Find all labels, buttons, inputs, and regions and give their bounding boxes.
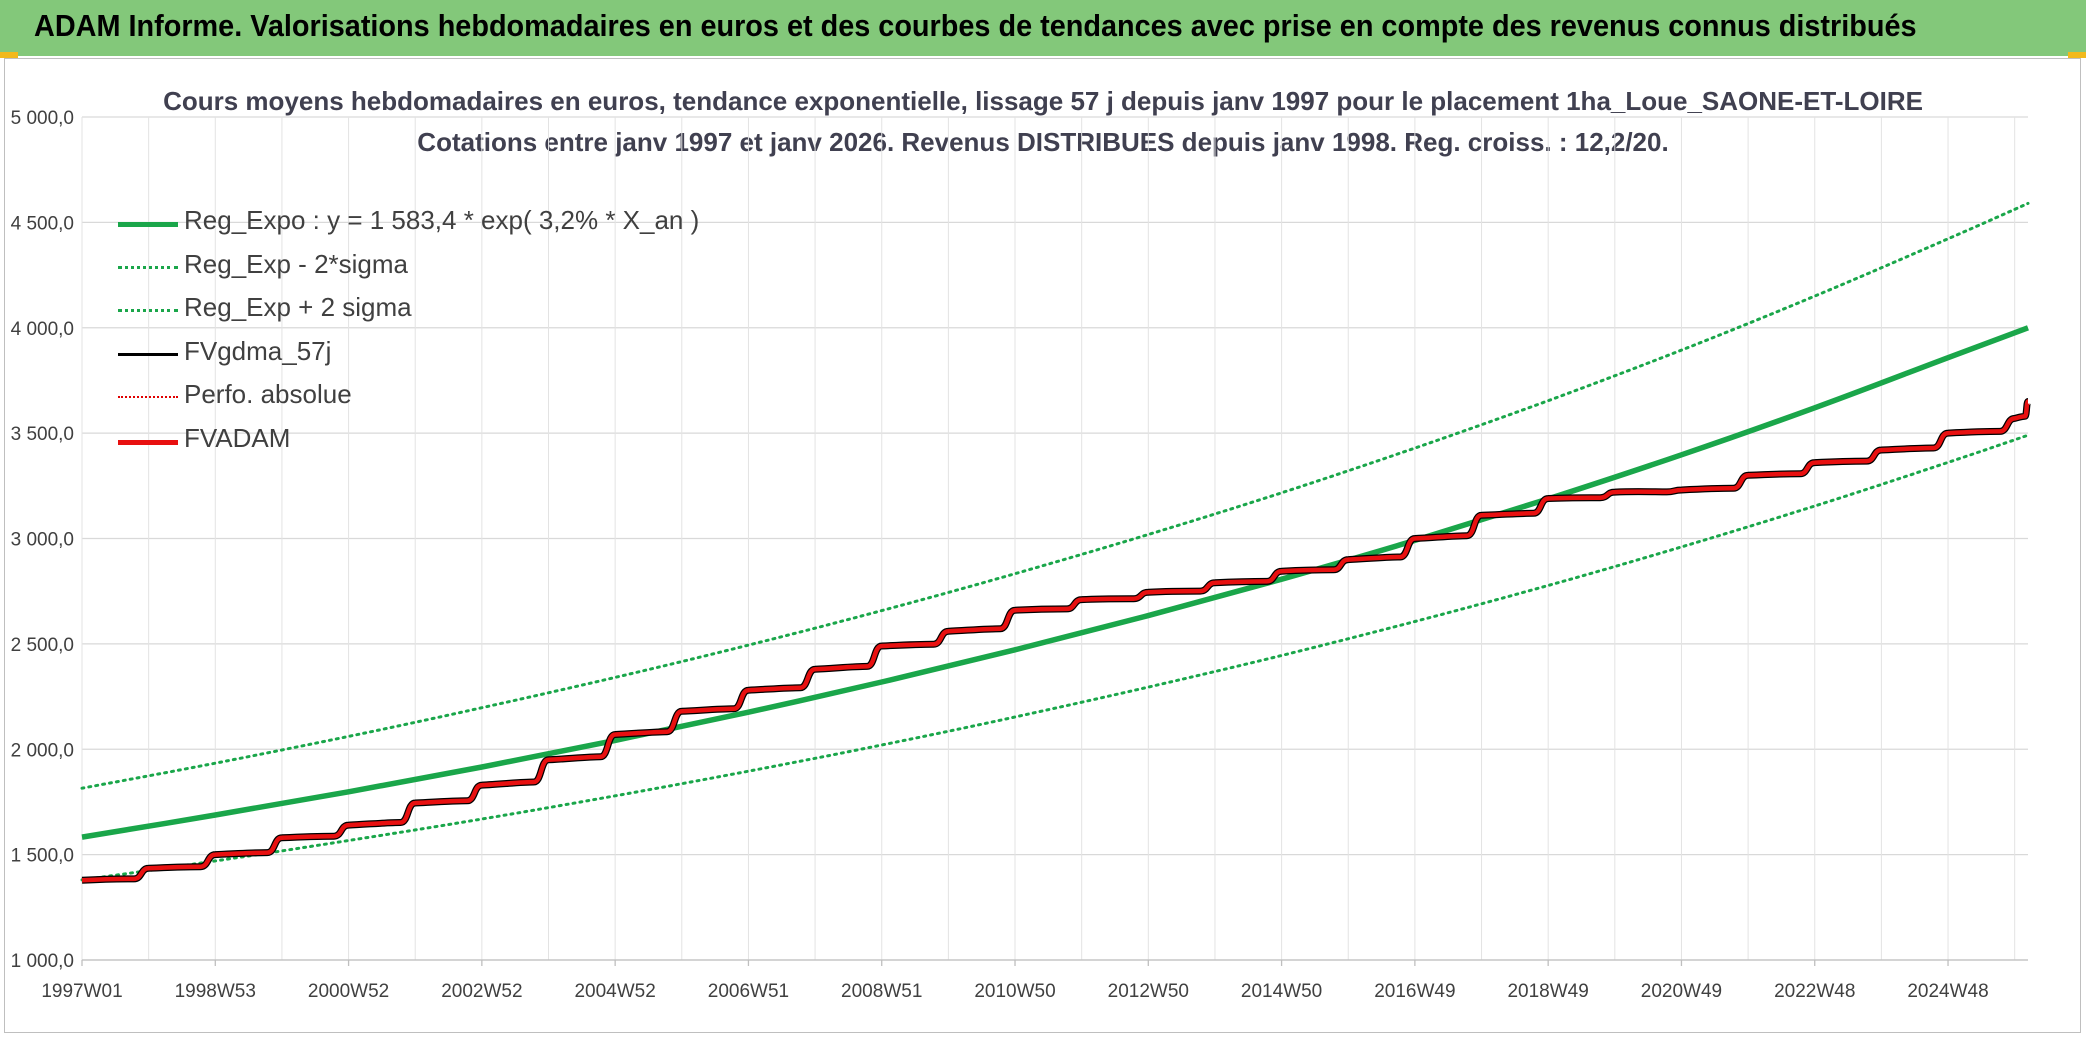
series-reg-exp-plus-2sigma (80, 201, 2030, 790)
y-tick-label: 1 500,0 (11, 846, 74, 867)
legend-swatch-reg-exp-minus (118, 265, 178, 269)
y-tick-label: 3 500,0 (11, 424, 74, 445)
report-banner: ADAM Informe. Valorisations hebdomadaire… (0, 0, 2086, 56)
y-tick-label: 2 500,0 (11, 635, 74, 656)
series-fvadam (81, 399, 2031, 883)
x-tick-label: 1998W53 (175, 981, 256, 1002)
legend-label-perfo-absolue: Perfo. absolue (184, 379, 352, 409)
y-tick-label: 4 000,0 (11, 319, 74, 340)
series-reg-expo (81, 325, 2029, 840)
y-tick-label: 3 000,0 (11, 530, 74, 551)
series-reg-exp-minus-2sigma (80, 433, 2030, 882)
banner-corner-right (2068, 52, 2086, 58)
x-tick-label: 2008W51 (841, 981, 922, 1002)
legend-swatch-fvadam (118, 439, 178, 445)
x-tick-label: 2010W50 (974, 981, 1055, 1002)
chart-title-line-1: Cours moyens hebdomadaires en euros, ten… (163, 86, 1923, 116)
legend-label-reg-exp-minus: Reg_Exp - 2*sigma (184, 248, 408, 279)
chart-area (4, 58, 2081, 1033)
chart-title-line-2: Cotations entre janv 1997 et janv 2026. … (417, 127, 1669, 157)
legend-swatch-perfo-absolue (118, 396, 178, 398)
legend-swatch-fvgdma (118, 352, 178, 356)
x-tick-label: 2014W50 (1241, 981, 1322, 1002)
y-tick-label: 1 000,0 (11, 951, 74, 972)
legend-label-reg-exp-plus: Reg_Exp + 2 sigma (184, 292, 412, 322)
report-title: ADAM Informe. Valorisations hebdomadaire… (34, 8, 1917, 43)
x-tick-label: 2018W49 (1507, 981, 1588, 1002)
x-tick-label: 2020W49 (1641, 981, 1722, 1002)
x-tick-label: 1997W01 (41, 981, 122, 1002)
legend-label-fvadam: FVADAM (184, 422, 291, 453)
y-tick-label: 2 000,0 (11, 740, 74, 761)
y-tick-label: 5 000,0 (11, 108, 74, 129)
x-tick-label: 2022W48 (1774, 981, 1855, 1002)
x-tick-label: 2002W52 (441, 981, 522, 1002)
x-tick-label: 2000W52 (308, 981, 389, 1002)
x-tick-label: 2024W48 (1907, 981, 1988, 1002)
legend-label-reg-expo: Reg_Expo : y = 1 583,4 * exp( 3,2% * X_a… (184, 205, 700, 235)
x-tick-label: 2016W49 (1374, 981, 1455, 1002)
y-tick-label: 4 500,0 (11, 213, 74, 234)
legend-label-fvgdma: FVgdma_57j (184, 335, 332, 366)
x-tick-label: 2004W52 (574, 981, 655, 1002)
x-tick-label: 2006W51 (708, 981, 789, 1002)
legend-swatch-reg-exp-plus (118, 309, 178, 312)
x-tick-label: 2012W50 (1108, 981, 1189, 1002)
banner-corner-left (0, 52, 18, 58)
legend-swatch-reg-expo (118, 222, 178, 227)
